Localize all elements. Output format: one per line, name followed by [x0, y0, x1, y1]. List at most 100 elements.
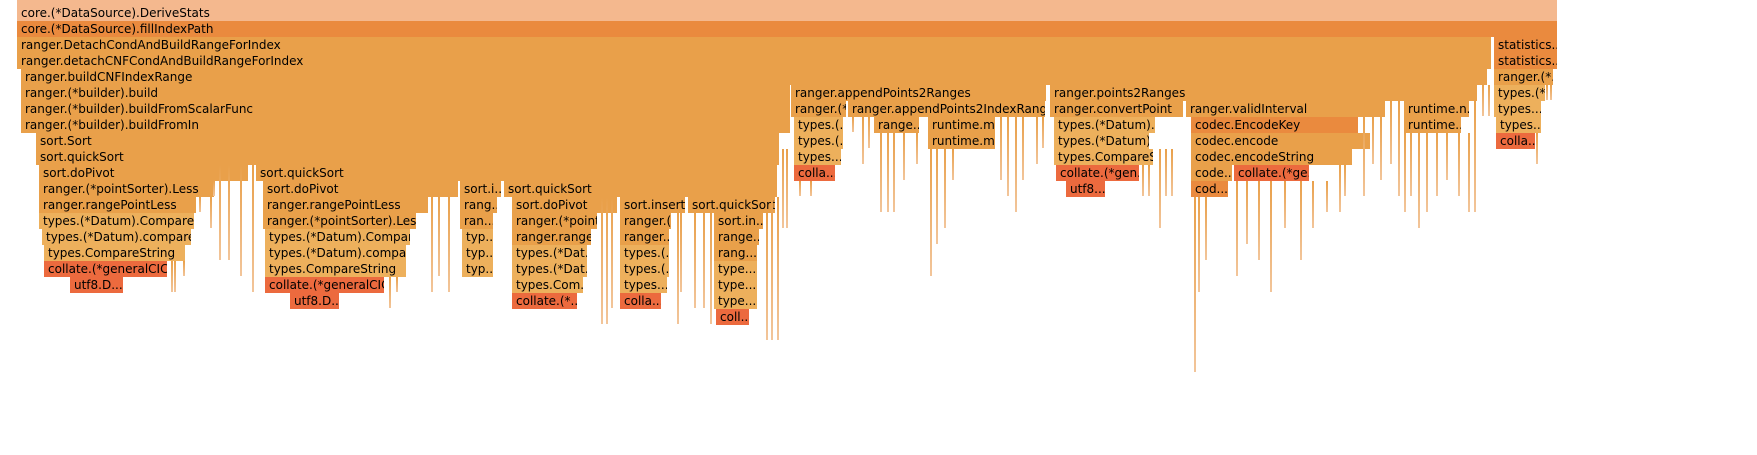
narrow-frame[interactable] [448, 197, 450, 292]
frame-56[interactable]: ranger.(*pointSorter).Less [263, 213, 417, 230]
frame-10[interactable]: ranger.points2Ranges [1050, 85, 1478, 102]
frame-43[interactable]: ranger.(*pointSorter).Less [39, 181, 215, 198]
frame-9[interactable]: ranger.appendPoints2Ranges [791, 85, 1047, 102]
narrow-frame[interactable] [1426, 133, 1428, 212]
frame-68[interactable]: types.(*Datum).compare... [265, 245, 407, 262]
narrow-frame[interactable] [852, 117, 854, 132]
narrow-frame[interactable] [240, 165, 242, 276]
frame-81[interactable]: types.Com... [512, 277, 584, 294]
frame-14[interactable]: ranger.appendPoints2IndexRange [848, 101, 1046, 118]
narrow-frame[interactable] [1390, 101, 1392, 164]
frame-67[interactable]: types.CompareString [44, 245, 186, 262]
narrow-frame[interactable] [694, 213, 696, 308]
narrow-frame[interactable] [1446, 133, 1448, 180]
narrow-frame[interactable] [1380, 117, 1382, 180]
narrow-frame[interactable] [431, 197, 433, 292]
narrow-frame[interactable] [389, 277, 391, 308]
narrow-frame[interactable] [1022, 117, 1024, 180]
frame-55[interactable]: types.(*Datum).CompareDa... [39, 213, 195, 230]
narrow-frame[interactable] [1344, 165, 1346, 196]
frame-18[interactable]: types... [1494, 101, 1542, 118]
frame-27[interactable]: sort.Sort [36, 133, 780, 150]
frame-35[interactable]: types.CompareS... [1054, 149, 1154, 166]
frame-40[interactable]: collate.(*gen... [1056, 165, 1140, 182]
frame-51[interactable]: rang... [460, 197, 498, 214]
narrow-frame[interactable] [1372, 117, 1374, 164]
narrow-frame[interactable] [219, 165, 221, 260]
frame-17[interactable]: runtime.n... [1404, 101, 1470, 118]
frame-1[interactable]: core.(*DataSource).fillIndexPath [17, 21, 1558, 38]
frame-25[interactable]: runtime.... [1404, 117, 1462, 134]
frame-48[interactable]: cod... [1191, 181, 1229, 198]
frame-85[interactable]: collate.(*... [512, 293, 578, 310]
narrow-frame[interactable] [1474, 101, 1476, 212]
narrow-frame[interactable] [1007, 117, 1009, 196]
frame-86[interactable]: colla... [620, 293, 662, 310]
frame-16[interactable]: ranger.validInterval [1186, 101, 1386, 118]
narrow-frame[interactable] [1418, 133, 1420, 228]
frame-13[interactable]: ranger.(*... [791, 101, 847, 118]
narrow-frame[interactable] [766, 213, 768, 340]
frame-31[interactable]: codec.encode [1191, 133, 1371, 150]
frame-64[interactable]: ranger.range... [512, 229, 592, 246]
narrow-frame[interactable] [1258, 181, 1260, 260]
frame-38[interactable]: sort.quickSort [256, 165, 778, 182]
frame-7[interactable]: ranger.(*... [1494, 69, 1554, 86]
narrow-frame[interactable] [1436, 133, 1438, 196]
frame-3[interactable]: statistics.... [1494, 37, 1558, 54]
narrow-frame[interactable] [228, 165, 230, 260]
narrow-frame[interactable] [880, 133, 882, 212]
frame-46[interactable]: sort.quickSort [504, 181, 778, 198]
narrow-frame[interactable] [1326, 181, 1328, 212]
narrow-frame[interactable] [799, 181, 801, 196]
narrow-frame[interactable] [1410, 133, 1412, 196]
frame-84[interactable]: utf8.D... [290, 293, 340, 310]
narrow-frame[interactable] [210, 197, 212, 228]
narrow-frame[interactable] [1468, 133, 1470, 212]
narrow-frame[interactable] [952, 149, 954, 180]
frame-28[interactable]: types.(... [794, 133, 844, 150]
frame-39[interactable]: colla... [794, 165, 836, 182]
frame-59[interactable]: ranger.(... [620, 213, 672, 230]
frame-60[interactable]: sort.in... [714, 213, 764, 230]
frame-62[interactable]: types.(*Datum).Compare... [265, 229, 411, 246]
frame-88[interactable]: coll... [716, 309, 750, 326]
narrow-frame[interactable] [199, 197, 201, 212]
narrow-frame[interactable] [777, 197, 779, 340]
narrow-frame[interactable] [213, 181, 215, 196]
frame-37[interactable]: sort.doPivot [39, 165, 249, 182]
frame-19[interactable]: ranger.(*builder).buildFromIn [21, 117, 791, 134]
narrow-frame[interactable] [1546, 85, 1548, 100]
frame-47[interactable]: utf8... [1066, 181, 1106, 198]
narrow-frame[interactable] [786, 149, 788, 228]
frame-83[interactable]: type... [714, 277, 758, 294]
frame-66[interactable]: range... [714, 229, 760, 246]
narrow-frame[interactable] [782, 149, 784, 228]
narrow-frame[interactable] [1339, 165, 1341, 212]
frame-78[interactable]: type... [714, 261, 758, 278]
frame-33[interactable]: sort.quickSort [36, 149, 780, 166]
narrow-frame[interactable] [677, 213, 679, 324]
frame-57[interactable]: ran... [460, 213, 494, 230]
frame-72[interactable]: rang... [714, 245, 758, 262]
frame-21[interactable]: range... [874, 117, 920, 134]
frame-70[interactable]: types.(*Dat... [512, 245, 588, 262]
narrow-frame[interactable] [703, 213, 705, 308]
narrow-frame[interactable] [1284, 181, 1286, 228]
narrow-frame[interactable] [611, 197, 613, 308]
narrow-frame[interactable] [1363, 117, 1365, 196]
frame-80[interactable]: collate.(*generalCIC... [265, 277, 385, 294]
narrow-frame[interactable] [810, 181, 812, 196]
frame-65[interactable]: ranger.... [620, 229, 670, 246]
frame-22[interactable]: runtime.m... [928, 117, 996, 134]
frame-24[interactable]: codec.EncodeKey [1191, 117, 1359, 134]
narrow-frame[interactable] [1165, 149, 1167, 196]
narrow-frame[interactable] [396, 277, 398, 292]
narrow-frame[interactable] [903, 133, 905, 180]
frame-20[interactable]: types.(... [794, 117, 844, 134]
narrow-frame[interactable] [1015, 117, 1017, 212]
narrow-frame[interactable] [1000, 117, 1002, 180]
narrow-frame[interactable] [868, 117, 870, 148]
frame-77[interactable]: types.(... [620, 261, 670, 278]
narrow-frame[interactable] [1398, 101, 1400, 196]
